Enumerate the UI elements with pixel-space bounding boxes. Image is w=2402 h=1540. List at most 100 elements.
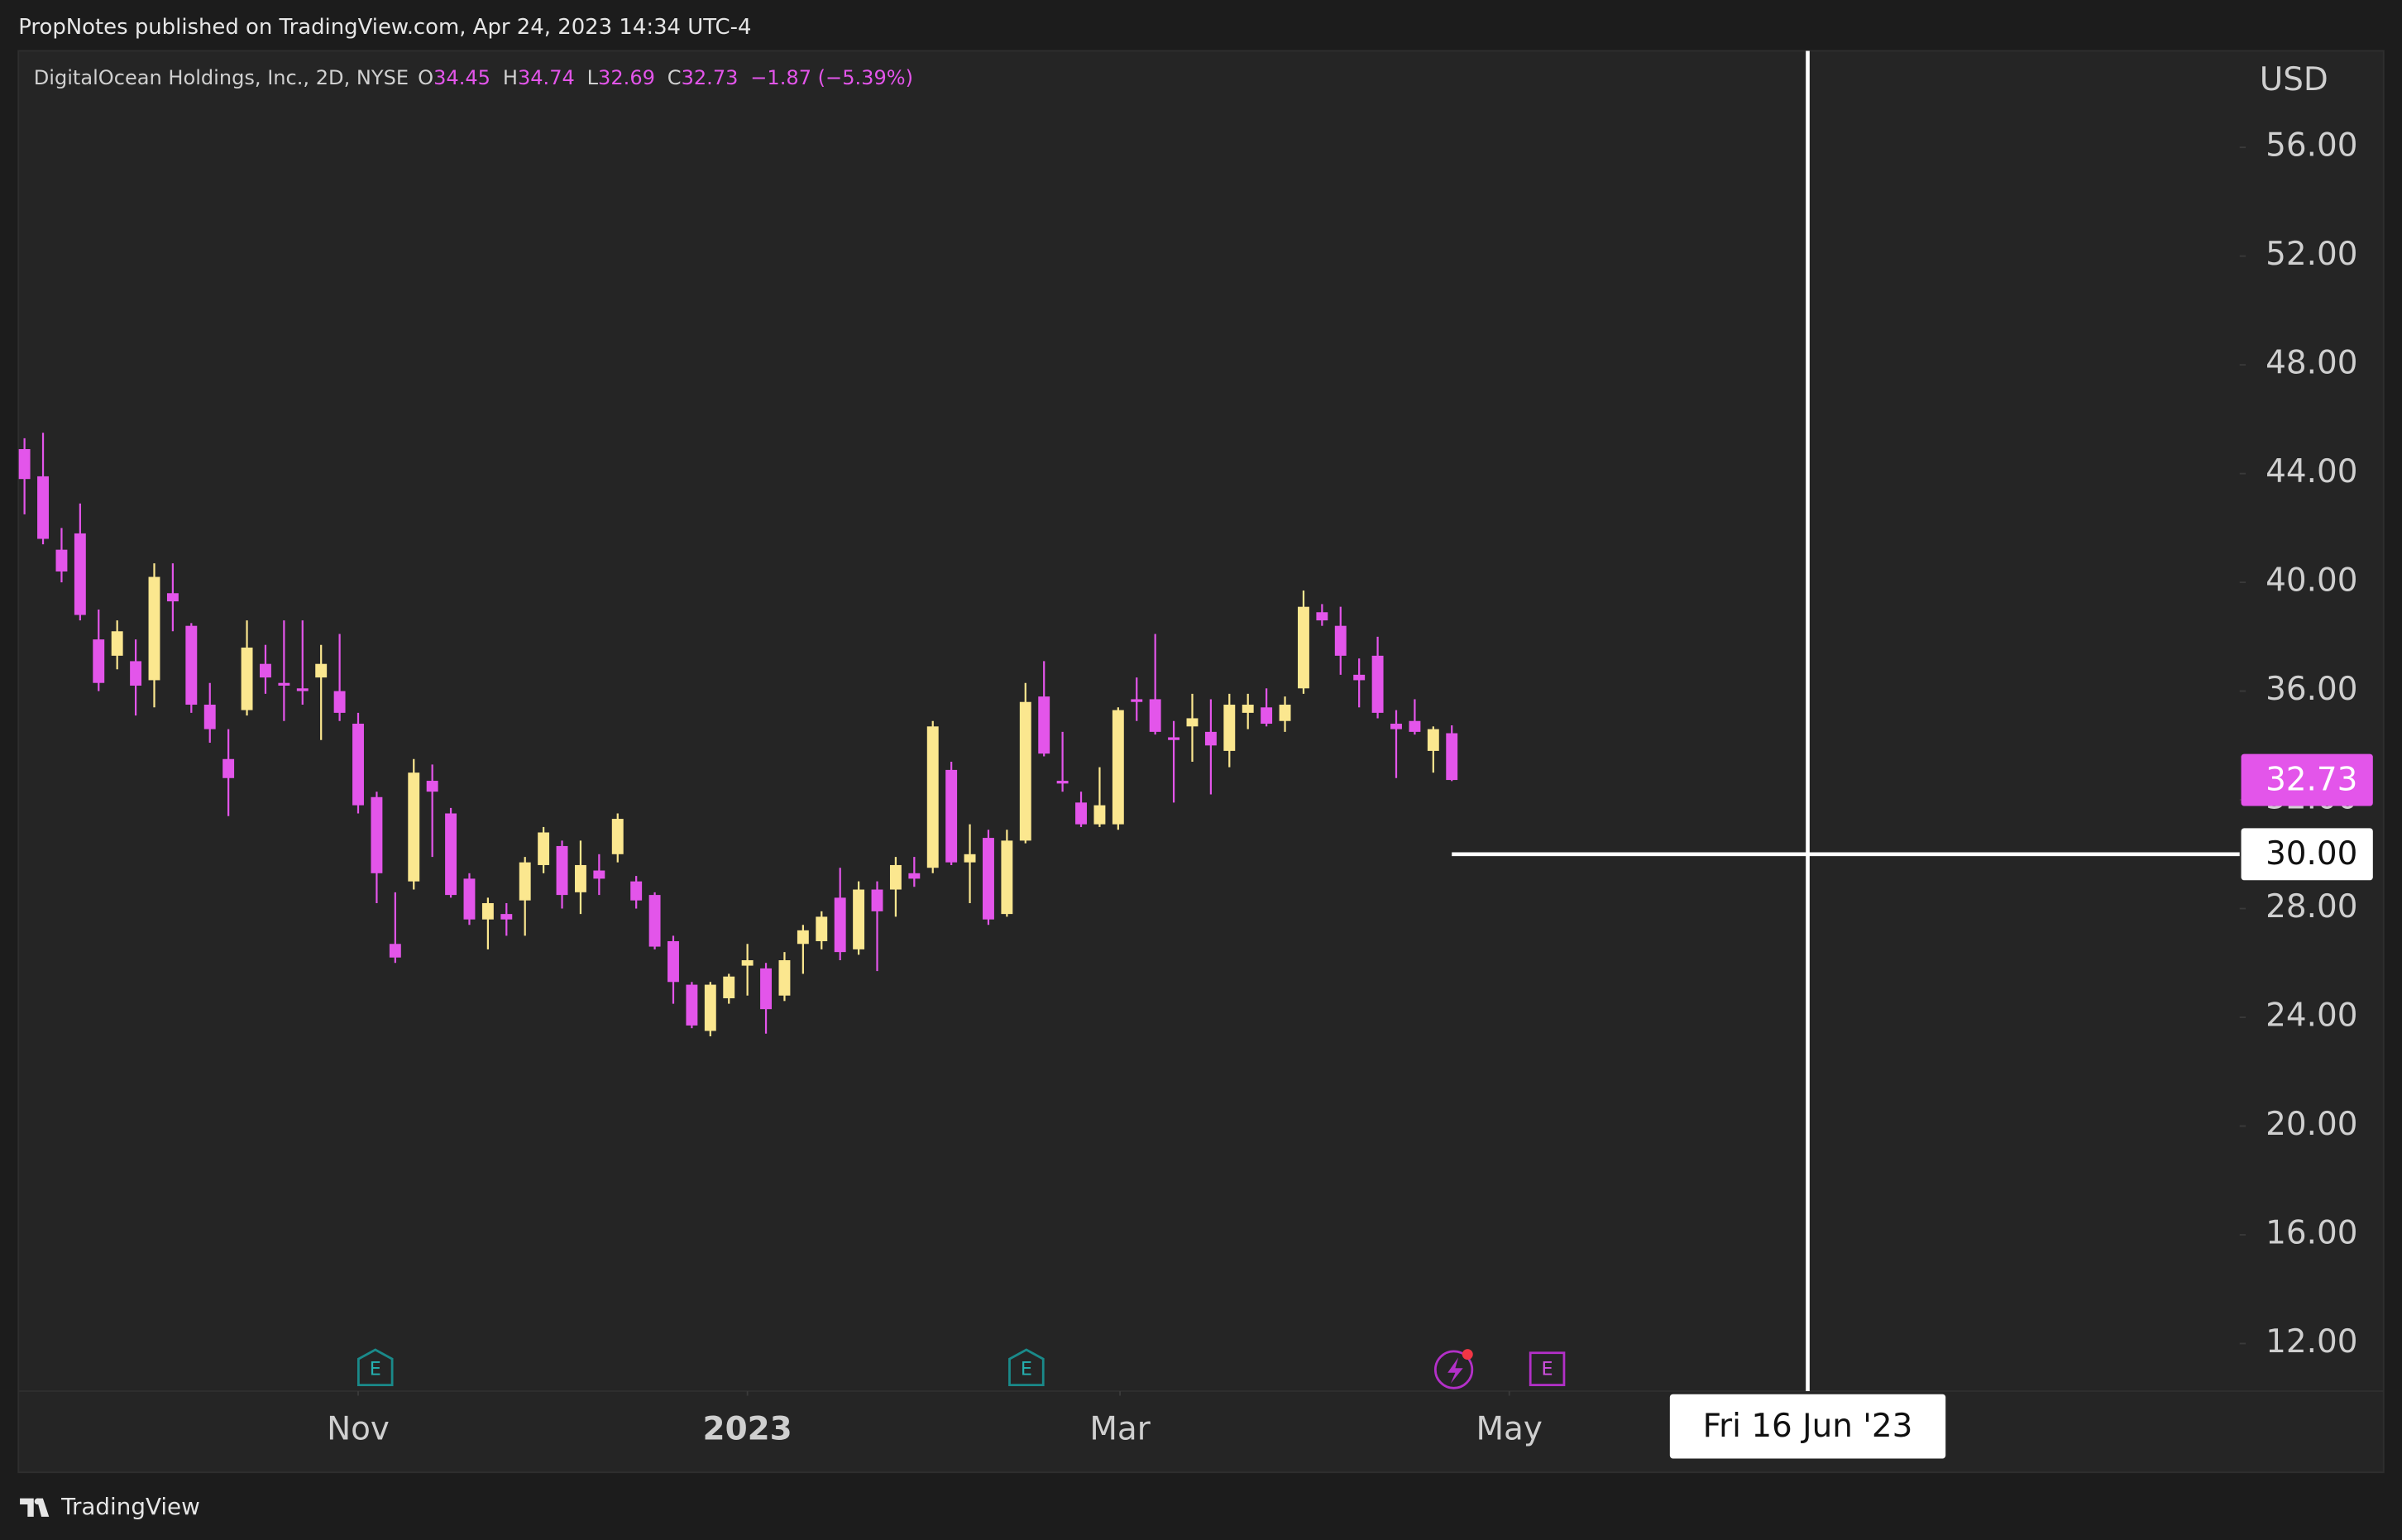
candle-body <box>741 959 754 966</box>
candle-body <box>37 476 49 539</box>
candle-body <box>983 838 994 920</box>
candle-body <box>260 663 271 678</box>
candle-body <box>296 688 309 691</box>
candle-body <box>1427 729 1439 751</box>
candle-body <box>1019 701 1031 841</box>
candle-body <box>853 889 865 949</box>
earnings-icon-label: E <box>1021 1359 1032 1380</box>
candle-body <box>1112 710 1124 825</box>
candle-body <box>648 895 661 947</box>
candle-body <box>871 889 883 911</box>
publisher-line: PropNotes published on TradingView.com, … <box>18 15 751 40</box>
earnings-icon <box>1529 1351 1566 1386</box>
legend-field-label: C <box>667 66 682 89</box>
candle-body <box>1409 720 1421 732</box>
last-price-box <box>2241 753 2373 806</box>
legend-symbol: DigitalOcean Holdings, Inc., 2D, NYSE <box>34 66 409 89</box>
candle-body <box>222 758 235 778</box>
candle-body <box>333 691 346 713</box>
earnings-icon <box>356 1348 394 1386</box>
candle-body <box>445 813 457 896</box>
candle-body <box>926 726 939 868</box>
candle-body <box>1298 606 1309 689</box>
candle-body <box>55 549 68 572</box>
candle-body <box>1371 655 1384 713</box>
candle-body <box>667 940 679 983</box>
y-tick-label: 20.00 <box>2266 1106 2357 1143</box>
x-tick-label: Mar <box>1089 1411 1150 1448</box>
candle-body <box>519 862 531 901</box>
candle-body <box>797 930 809 945</box>
y-tick-label: 44.00 <box>2266 453 2357 490</box>
candle-body <box>760 968 772 1010</box>
candle-body <box>278 682 290 686</box>
candle-body <box>371 796 383 873</box>
candle-body <box>241 647 253 710</box>
y-tick-label: 12.00 <box>2266 1323 2357 1361</box>
y-tick-label: 28.00 <box>2266 888 2357 925</box>
candle-body <box>1223 705 1236 751</box>
candle-body <box>964 854 976 863</box>
candle-body <box>1186 718 1199 727</box>
earnings-icon <box>1008 1348 1045 1386</box>
candle-body <box>352 724 364 806</box>
x-tick-label: May <box>1476 1411 1543 1448</box>
candle-body <box>1261 707 1273 725</box>
earnings-icon-label: E <box>370 1359 381 1380</box>
y-axis-unit: USD <box>2260 61 2328 98</box>
candle-body <box>1279 705 1291 721</box>
event-icons: E E E <box>356 1348 1566 1389</box>
candle-body <box>1149 699 1161 732</box>
candle-body <box>1353 674 1366 681</box>
candle-body <box>1334 625 1347 656</box>
candle-body <box>723 976 735 999</box>
candle-body <box>1093 805 1106 825</box>
candle-body <box>315 663 328 678</box>
candle-body <box>148 576 160 681</box>
candle-body <box>1446 733 1458 781</box>
candle-body <box>1316 612 1328 621</box>
candle-body <box>538 832 550 865</box>
candle-body <box>1075 802 1087 825</box>
brand-name: TradingView <box>60 1493 200 1520</box>
y-tick-label: 36.00 <box>2266 671 2357 708</box>
y-tick-label: 48.00 <box>2266 345 2357 382</box>
y-tick-label: 40.00 <box>2266 562 2357 600</box>
candle-body <box>1038 696 1050 754</box>
candle-body <box>593 870 605 879</box>
candle-body <box>130 661 142 686</box>
legend-change: −1.87 (−5.39%) <box>750 66 913 89</box>
legend-field-label: O <box>418 66 433 89</box>
crosshair-price-label: 30.00 <box>2266 835 2357 873</box>
candle-body <box>389 944 401 958</box>
candle-body <box>111 631 123 656</box>
y-tick-label: 52.00 <box>2266 236 2357 273</box>
candle-body <box>500 914 513 920</box>
legend-field-value: 32.69 <box>598 66 655 89</box>
y-tick-label: 24.00 <box>2266 997 2357 1035</box>
earnings-icon-label: E <box>1542 1359 1553 1380</box>
candle-body <box>166 593 179 602</box>
candle-body <box>93 639 105 683</box>
crosshair-date-box <box>1669 1394 1946 1459</box>
candle-body <box>1001 840 1013 915</box>
news-icon-dot <box>1462 1349 1473 1361</box>
brand-logo <box>20 1498 50 1517</box>
candle-body <box>1131 699 1143 702</box>
candle-body <box>834 897 846 953</box>
candle-body <box>945 769 958 863</box>
x-tick-label: Nov <box>327 1411 390 1448</box>
candle-body <box>908 873 921 879</box>
candle-body <box>686 984 698 1026</box>
candle-body <box>426 781 438 792</box>
candle-body <box>630 881 643 901</box>
crosshair-price-box <box>2241 828 2373 881</box>
candle-body <box>1168 737 1180 740</box>
x-tick-label: 2023 <box>703 1411 792 1448</box>
candle-body <box>74 533 86 615</box>
candle-body <box>1056 781 1069 784</box>
candle-body <box>556 845 568 896</box>
y-tick-label: 16.00 <box>2266 1214 2357 1251</box>
